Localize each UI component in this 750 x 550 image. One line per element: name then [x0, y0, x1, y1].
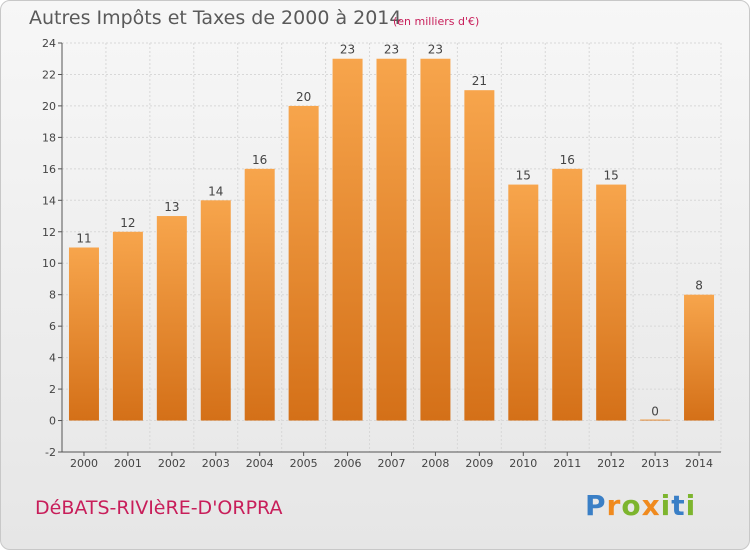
bar [464, 90, 495, 421]
bar-value-label: 15 [516, 169, 531, 183]
axes [58, 42, 721, 456]
y-tick-label: 10 [42, 257, 56, 270]
bar-value-label: 13 [164, 200, 179, 214]
proxiti-logo[interactable]: Proxiti [585, 489, 696, 522]
y-tick-label: 6 [49, 320, 56, 333]
x-tick-label: 2011 [553, 457, 581, 470]
bar [68, 247, 99, 421]
bar-value-label: 23 [428, 43, 443, 57]
bar-value-label: 8 [695, 279, 703, 293]
logo-letter: r [606, 489, 622, 522]
y-tick-label: 24 [42, 37, 56, 50]
x-tick-label: 2010 [509, 457, 537, 470]
y-tick-label: 22 [42, 68, 56, 81]
y-tick-label: 20 [42, 100, 56, 113]
logo-letter: i [685, 489, 697, 522]
y-tick-label: 18 [42, 131, 56, 144]
x-tick-label: 2014 [685, 457, 713, 470]
x-tick-label: 2007 [378, 457, 406, 470]
bar-value-label: 12 [120, 216, 135, 230]
bar-value-label: 23 [384, 43, 399, 57]
bar [288, 105, 319, 421]
x-tick-label: 2009 [465, 457, 493, 470]
bar [376, 58, 407, 421]
bar-value-label: 0 [651, 405, 659, 419]
bar-value-label: 11 [76, 232, 91, 246]
y-tick-label: 14 [42, 194, 56, 207]
logo-letter: o [621, 489, 642, 522]
value-labels: 11 12 13 14 16 20 23 23 23 21 15 16 15 0 8 [76, 43, 703, 419]
x-tick-label: 2006 [334, 457, 362, 470]
x-tick-label: 2008 [421, 457, 449, 470]
x-tick-label: 2005 [290, 457, 318, 470]
y-tick-label: -2 [45, 446, 56, 459]
y-tick-label: 0 [49, 415, 56, 428]
bar-value-label: 21 [472, 74, 487, 88]
bar-value-label: 23 [340, 43, 355, 57]
bar [420, 58, 451, 421]
x-tick-label: 2012 [597, 457, 625, 470]
bar [112, 231, 143, 421]
bar [640, 419, 671, 421]
bar [684, 294, 715, 421]
bar-value-label: 14 [208, 184, 223, 198]
logo-letter: P [585, 489, 607, 522]
bar [244, 168, 275, 421]
chart-title: Autres Impôts et Taxes de 2000 à 2014 [29, 7, 402, 29]
y-tick-label: 12 [42, 226, 56, 239]
x-tick-label: 2004 [246, 457, 274, 470]
y-tick-label: 4 [49, 352, 56, 365]
x-tick-label: 2003 [202, 457, 230, 470]
bar [200, 200, 231, 421]
x-tick-label: 2001 [114, 457, 142, 470]
x-tick-label: 2002 [158, 457, 186, 470]
place-name: DéBATS-RIVIèRE-D'ORPRA [35, 497, 283, 519]
bar [332, 58, 363, 421]
bar-value-label: 20 [296, 90, 311, 104]
bar [156, 216, 187, 421]
y-tick-label: 2 [49, 383, 56, 396]
bar [596, 184, 627, 421]
bar-value-label: 15 [604, 169, 619, 183]
x-tick-label: 2000 [70, 457, 98, 470]
bar-value-label: 16 [252, 153, 267, 167]
logo-letter: i [660, 489, 672, 522]
logo-letter: t [671, 489, 686, 522]
y-tick-label: 16 [42, 163, 56, 176]
bar [552, 168, 583, 421]
x-tick-label: 2013 [641, 457, 669, 470]
bars [68, 58, 715, 421]
y-tick-label: 8 [49, 289, 56, 302]
chart-subtitle: (en milliers d'€) [393, 15, 480, 28]
bar [508, 184, 539, 421]
bar-value-label: 16 [560, 153, 575, 167]
logo-letter: x [641, 489, 661, 522]
